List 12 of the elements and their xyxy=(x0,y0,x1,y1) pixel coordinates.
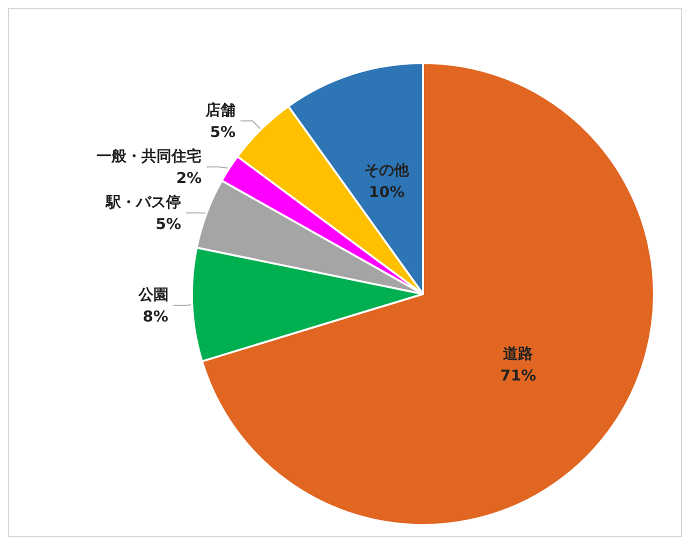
data-label: 71% xyxy=(500,366,536,385)
data-label: 5% xyxy=(156,214,182,233)
slice-label: その他 xyxy=(364,161,410,180)
data-label: 2% xyxy=(176,168,202,187)
slice-label: 道路 xyxy=(503,344,534,363)
data-label: 10% xyxy=(368,183,405,202)
data-label: 5% xyxy=(210,122,236,141)
slice-label: 駅・バス停 xyxy=(105,192,182,211)
slice-label: 公園 xyxy=(137,285,168,304)
slice-label: 一般・共同住宅 xyxy=(96,146,202,165)
data-label: 8% xyxy=(142,307,168,326)
slice-label: 店舗 xyxy=(204,100,236,119)
